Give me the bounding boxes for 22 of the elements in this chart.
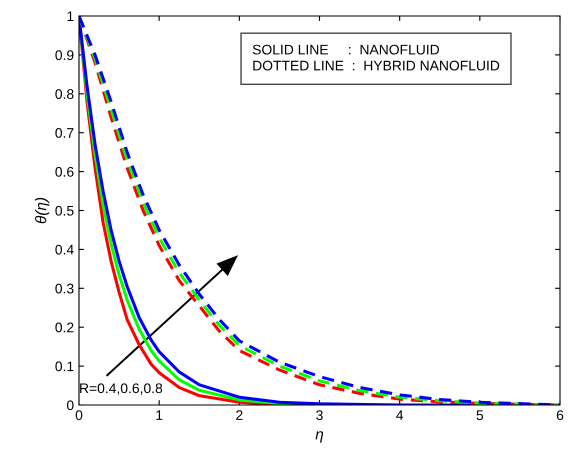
y-tick-label: 0.7 [55, 128, 74, 138]
annotation: SOLID LINE : NANOFLUID DOTTED LINE : HYBRID NANOFLUID [252, 44, 500, 70]
annotation: R=0.4,0.6,0.8 [80, 383, 162, 395]
x-tick-label: 1 [156, 410, 162, 420]
y-tick-label: 0.6 [55, 166, 74, 177]
y-tick-label: 0.3 [55, 284, 74, 294]
y-tick-label: 1 [67, 11, 74, 22]
x-axis-title: η [316, 431, 324, 443]
y-tick-label: 0.9 [55, 50, 74, 60]
y-tick-label: 0.4 [55, 244, 74, 255]
y-tick-label: 0 [66, 400, 74, 410]
x-tick-label: 3 [316, 410, 323, 420]
x-tick-label: 6 [556, 410, 564, 420]
x-tick-label: 4 [396, 410, 404, 420]
y-tick-label: 0.2 [55, 322, 74, 332]
y-tick-label: 0.8 [55, 89, 74, 99]
y-tick-label: 0.5 [55, 206, 74, 216]
y-tick-label: 0.1 [55, 361, 74, 372]
y-axis-title: θ(η) [35, 198, 50, 224]
x-tick-label: 5 [476, 410, 484, 420]
x-tick-label: 2 [236, 410, 242, 420]
x-tick-label: 0 [76, 410, 82, 420]
